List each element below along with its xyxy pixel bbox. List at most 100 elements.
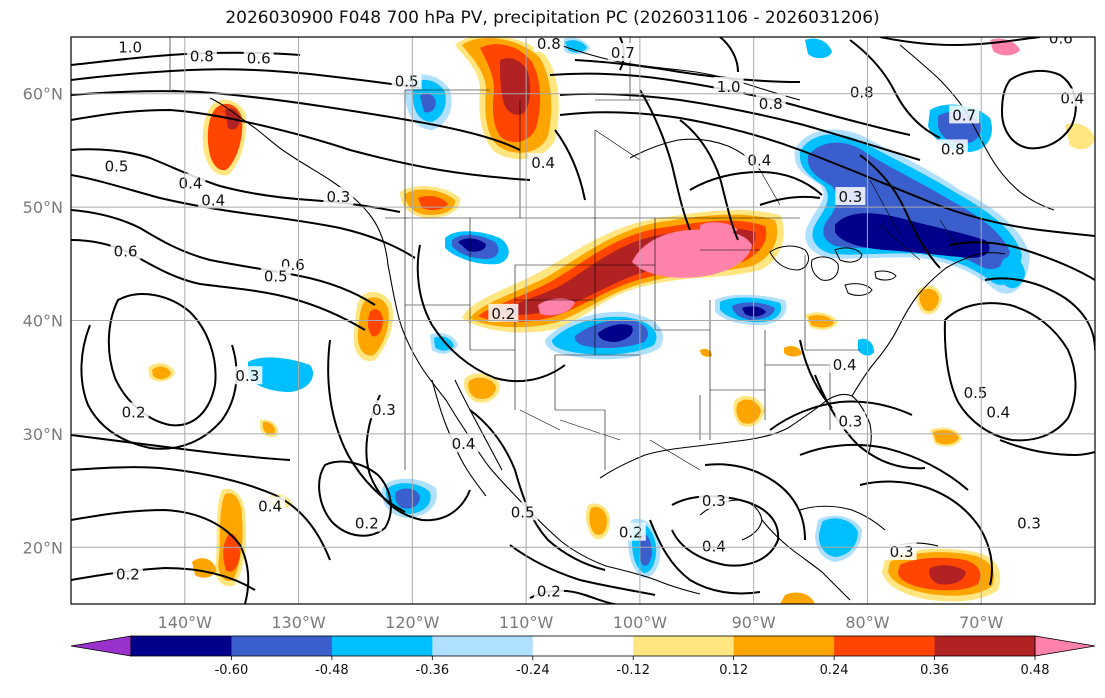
- great-lakes: [769, 245, 897, 296]
- colorbar-tick-label: 0.12: [719, 663, 748, 678]
- contour-label: 0.3: [326, 188, 350, 206]
- contour-label: 0.4: [1060, 89, 1084, 107]
- contour-label-halo: [698, 490, 729, 509]
- contour-label: 0.3: [235, 367, 259, 385]
- contour-label: 0.4: [531, 154, 555, 172]
- contour-label-halo: [198, 190, 229, 209]
- contour-label: 0.6: [114, 242, 138, 260]
- contour-label: 0.4: [986, 403, 1010, 421]
- colorbar-tick-label: -0.12: [616, 663, 650, 678]
- contour-label-halo: [323, 187, 354, 206]
- state-borders: [169, 37, 961, 471]
- contour-label: 0.3: [890, 543, 914, 561]
- colorbar-bin: [532, 636, 634, 656]
- contour-label-halo: [835, 187, 866, 206]
- contour-label-halo: [110, 241, 141, 260]
- contour-label: 0.4: [201, 191, 225, 209]
- contour-label-halo: [112, 564, 143, 583]
- contour-label-halo: [260, 266, 291, 285]
- contour-label-halo: [507, 502, 538, 521]
- contour-label: 0.7: [611, 44, 635, 62]
- contour-label-halo: [886, 541, 917, 560]
- colorbar-tick-label: -0.36: [416, 663, 450, 678]
- contour-label-halo: [744, 150, 775, 169]
- longitude-tick-label: 120°W: [385, 613, 440, 632]
- contour-label-halo: [846, 82, 877, 101]
- contour-label: 0.5: [264, 267, 288, 285]
- contour-label-halo: [115, 37, 146, 56]
- coast-labrador: [899, 44, 1055, 211]
- colorbar-bin: [231, 636, 333, 656]
- contour-label-halo: [175, 173, 206, 192]
- longitude-tick-label: 110°W: [499, 613, 554, 632]
- latitude-tick-label: 60°N: [23, 85, 63, 104]
- longitude-tick-labels: 140°W 130°W 120°W 110°W 100°W 90°W 80°W 70°W: [158, 613, 1004, 632]
- contour-label: 0.4: [258, 498, 282, 516]
- contour-label-halo: [528, 153, 559, 172]
- contour-label: 0.2: [537, 583, 561, 601]
- contour-label-halo: [713, 77, 744, 96]
- contour-label-halo: [949, 105, 980, 124]
- contour-label: 0.8: [537, 35, 561, 53]
- contour-label-halo: [448, 434, 479, 453]
- latitude-tick-labels: 20°N 30°N 40°N 50°N 60°N: [23, 85, 63, 558]
- contour-label: 0.2: [491, 305, 515, 323]
- colorbar-bin: [633, 636, 735, 656]
- contour-label-halo: [983, 402, 1014, 421]
- contour-label: 0.3: [372, 401, 396, 419]
- contour-label: 0.6: [1049, 29, 1073, 47]
- colorbar-tick-label: -0.48: [315, 663, 349, 678]
- plot-title: 2026030900 F048 700 hPa PV, precipitatio…: [225, 8, 880, 28]
- contour-label-halo: [186, 46, 217, 65]
- contour-label-halo: [255, 496, 286, 515]
- coast-arctic: [559, 44, 801, 101]
- contour-label-halo: [368, 400, 399, 419]
- coast-central-america: [761, 519, 851, 601]
- contour-label-halo: [488, 303, 519, 322]
- contour-label-halo: [960, 383, 991, 402]
- colorbar-bin: [733, 636, 835, 656]
- coast-gulf-mexico: [599, 393, 872, 479]
- longitude-tick-label: 140°W: [158, 613, 213, 632]
- contour-label: 0.3: [702, 492, 726, 510]
- contour-label-halo: [1045, 37, 1076, 47]
- longitude-tick-label: 80°W: [845, 613, 889, 632]
- contour-label: 0.5: [105, 157, 129, 175]
- longitude-tick-label: 130°W: [271, 613, 326, 632]
- contour-label: 0.3: [838, 188, 862, 206]
- contour-label: 0.3: [838, 413, 862, 431]
- contour-label: 0.3: [1017, 515, 1041, 533]
- contour-label: 0.5: [964, 384, 988, 402]
- colorbar-tick-label: -0.60: [215, 663, 249, 678]
- colorbar-extend-high: [1034, 635, 1096, 657]
- shade-northeast-neg-navy: [835, 213, 990, 258]
- coast-east-us: [851, 252, 1006, 397]
- colorbar-tick-labels: -0.60 -0.48 -0.36 -0.24 -0.12 0.12 0.24 0.36 0.4…: [215, 656, 1049, 678]
- contour-label: 0.8: [941, 140, 965, 158]
- contour-label: 0.5: [395, 72, 419, 90]
- colorbar-tick-label: -0.24: [516, 663, 550, 678]
- shade-southern-plains-neg-navy: [598, 324, 633, 342]
- longitude-tick-label: 100°W: [613, 613, 668, 632]
- contour-label-halo: [755, 94, 786, 113]
- contour-label-halo: [533, 37, 564, 52]
- contour-label-halo: [533, 581, 564, 600]
- colorbar: [70, 635, 1096, 657]
- contour-label-halo: [1057, 88, 1088, 107]
- contour-label: 0.4: [702, 537, 726, 555]
- contour-label: 0.8: [190, 47, 214, 65]
- contour-label-halo: [101, 156, 132, 175]
- contour-label-halo: [607, 43, 638, 62]
- contour-label: 0.7: [952, 106, 976, 124]
- colorbar-bin: [432, 636, 534, 656]
- longitude-tick-label: 70°W: [959, 613, 1003, 632]
- contour-label: 0.4: [833, 356, 857, 374]
- plot-frame: [70, 36, 1096, 605]
- colorbar-outline: [130, 635, 1036, 657]
- contour-label-halo: [698, 536, 729, 555]
- latitude-tick-label: 40°N: [23, 312, 63, 331]
- contour-label: 0.4: [179, 174, 203, 192]
- contour-label: 1.0: [118, 38, 142, 56]
- colorbar-bin: [131, 636, 232, 656]
